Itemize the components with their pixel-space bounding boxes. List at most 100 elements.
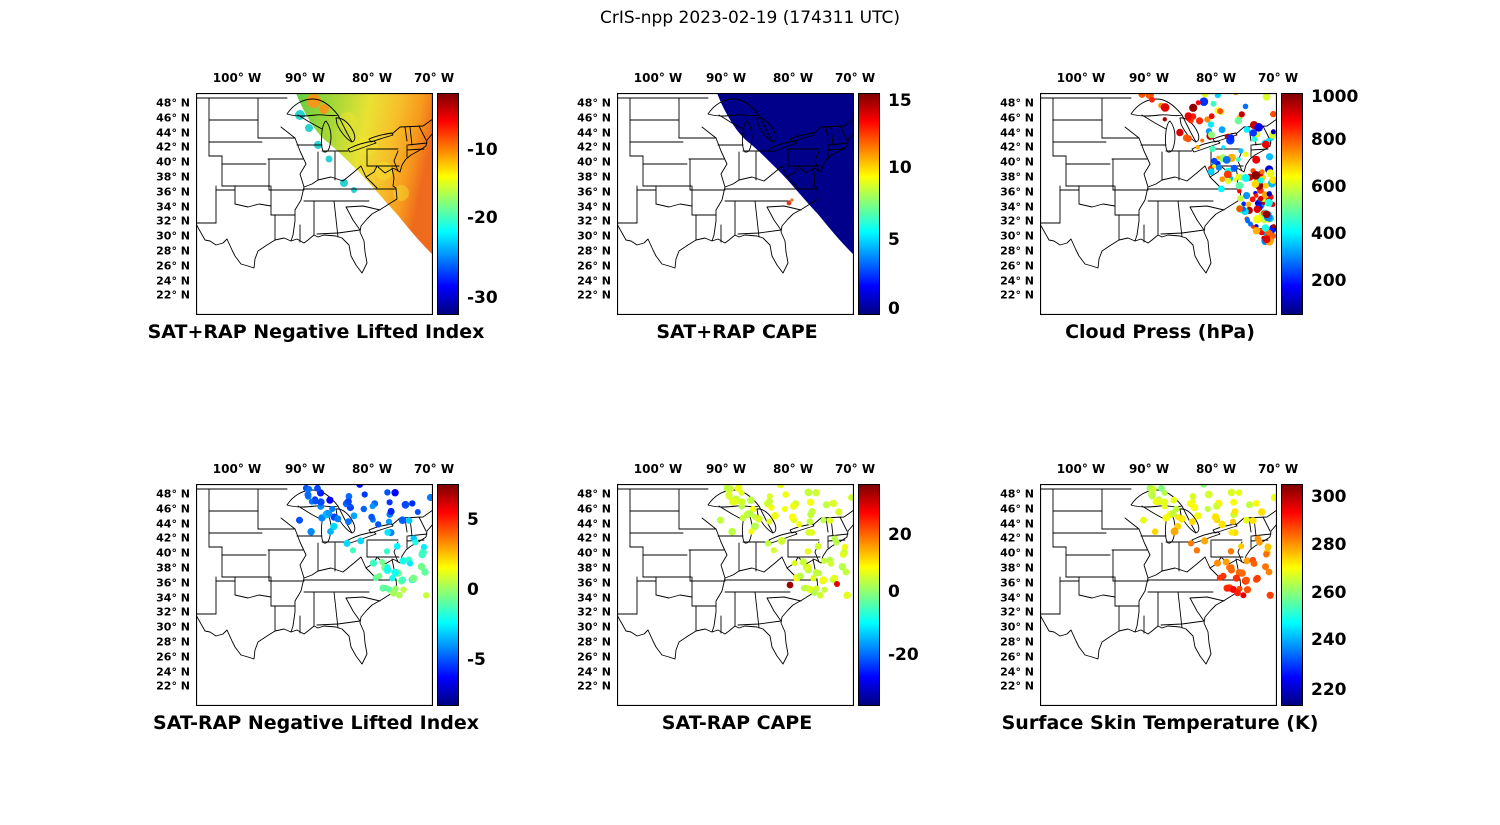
panel-title: SAT-RAP Negative Lifted Index — [153, 712, 479, 734]
lat-tick-label: 44° N — [156, 517, 190, 531]
lat-tick-label: 44° N — [1000, 517, 1034, 531]
lon-tick-label: 80° W — [351, 462, 393, 476]
map — [196, 484, 433, 706]
longitude-axis: 100° W 90° W 80° W 70° W — [196, 71, 454, 87]
colorbar-tick-label: -20 — [467, 207, 498, 228]
lat-tick-label: 46° N — [156, 502, 190, 516]
lat-tick-label: 46° N — [156, 111, 190, 125]
lat-tick-label: 30° N — [1000, 620, 1034, 634]
map — [1040, 93, 1277, 315]
map-box — [196, 484, 433, 706]
colorbar-tick-label: 260 — [1311, 582, 1347, 603]
lat-tick-label: 40° N — [1000, 546, 1034, 560]
panel-surface-skin-temp: 100° W 90° W 80° W 70° W 48° N 46° N 44° N 42°… — [1000, 462, 1346, 734]
lat-tick-label: 28° N — [1000, 244, 1034, 258]
longitude-axis: 100° W 90° W 80° W 70° W — [617, 462, 875, 478]
lat-tick-label: 24° N — [577, 274, 611, 288]
map-box — [617, 93, 854, 315]
lat-tick-label: 38° N — [577, 561, 611, 575]
lat-tick-label: 34° N — [577, 200, 611, 214]
lat-tick-label: 26° N — [156, 259, 190, 273]
lat-tick-label: 42° N — [156, 140, 190, 154]
colorbar-gradient — [437, 484, 459, 706]
colorbar-tick-label: 200 — [1311, 270, 1347, 291]
lon-tick-label: 100° W — [212, 71, 262, 85]
colorbar-ticks: 300 280 260 240 220 — [1281, 484, 1351, 706]
lat-tick-label: 34° N — [1000, 591, 1034, 605]
longitude-axis: 100° W 90° W 80° W 70° W — [1040, 462, 1298, 478]
lon-tick-label: 90° W — [705, 462, 747, 476]
lat-tick-label: 46° N — [1000, 502, 1034, 516]
lat-tick-label: 22° N — [577, 288, 611, 302]
figure-title: CrIS-npp 2023-02-19 (174311 UTC) — [599, 8, 901, 28]
colorbar: 300 280 260 240 220 — [1281, 484, 1347, 706]
colorbar-gradient — [858, 93, 880, 315]
colorbar-tick-label: 240 — [1311, 630, 1347, 651]
lat-tick-label: 38° N — [156, 170, 190, 184]
latitude-axis: 48° N 46° N 44° N 42° N 40° N 38° N 36° N 34° N… — [559, 484, 611, 706]
lat-tick-label: 22° N — [1000, 288, 1034, 302]
lat-tick-label: 40° N — [577, 546, 611, 560]
lat-tick-label: 26° N — [1000, 650, 1034, 664]
colorbar-tick-label: 300 — [1311, 487, 1347, 508]
lat-tick-label: 42° N — [1000, 140, 1034, 154]
lat-tick-label: 48° N — [1000, 96, 1034, 110]
panel-title: SAT-RAP CAPE — [661, 712, 813, 734]
latitude-axis: 48° N 46° N 44° N 42° N 40° N 38° N 36° N 34° N… — [982, 484, 1034, 706]
lon-tick-label: 100° W — [1056, 462, 1106, 476]
lat-tick-label: 48° N — [577, 487, 611, 501]
lat-tick-label: 48° N — [577, 96, 611, 110]
lat-tick-label: 24° N — [577, 665, 611, 679]
lat-tick-label: 26° N — [1000, 259, 1034, 273]
colorbar-gradient — [437, 93, 459, 315]
longitude-axis: 100° W 90° W 80° W 70° W — [1040, 71, 1298, 87]
lat-tick-label: 38° N — [577, 170, 611, 184]
lat-tick-label: 38° N — [156, 561, 190, 575]
colorbar-tick-label: 0 — [888, 581, 900, 602]
panel-sat-minus-rap-nli: 100° W 90° W 80° W 70° W 48° N 46° N 44° N 42°… — [153, 462, 486, 734]
lat-tick-label: 48° N — [156, 96, 190, 110]
panel-title: Surface Skin Temperature (K) — [1001, 712, 1319, 734]
lat-tick-label: 32° N — [577, 605, 611, 619]
longitude-axis: 100° W 90° W 80° W 70° W — [196, 462, 454, 478]
lat-tick-label: 46° N — [577, 502, 611, 516]
map — [196, 93, 433, 315]
colorbar-ticks: 5 0 -5 — [437, 484, 507, 706]
lat-tick-label: 34° N — [156, 200, 190, 214]
lat-tick-label: 34° N — [577, 591, 611, 605]
lat-tick-label: 42° N — [577, 531, 611, 545]
lat-tick-label: 26° N — [577, 650, 611, 664]
map — [1040, 484, 1277, 706]
lat-tick-label: 24° N — [1000, 274, 1034, 288]
lon-tick-label: 80° W — [772, 462, 814, 476]
lat-tick-label: 46° N — [577, 111, 611, 125]
lat-tick-label: 28° N — [156, 244, 190, 258]
lon-tick-label: 90° W — [705, 71, 747, 85]
colorbar-ticks: -10 -20 -30 — [437, 93, 507, 315]
map-box — [1040, 484, 1277, 706]
lat-tick-label: 26° N — [156, 650, 190, 664]
lat-tick-label: 38° N — [1000, 561, 1034, 575]
lat-tick-label: 32° N — [156, 605, 190, 619]
colorbar-tick-label: -10 — [467, 140, 498, 161]
lon-tick-label: 70° W — [834, 71, 876, 85]
map — [617, 93, 854, 315]
map — [617, 484, 854, 706]
panel-title: SAT+RAP CAPE — [656, 321, 818, 343]
lat-tick-label: 44° N — [156, 126, 190, 140]
lon-tick-label: 80° W — [772, 71, 814, 85]
lon-tick-label: 70° W — [834, 462, 876, 476]
lat-tick-label: 24° N — [1000, 665, 1034, 679]
lat-tick-label: 24° N — [156, 665, 190, 679]
lat-tick-label: 40° N — [577, 155, 611, 169]
panel-title: SAT+RAP Negative Lifted Index — [147, 321, 485, 343]
lat-tick-label: 42° N — [577, 140, 611, 154]
lat-tick-label: 36° N — [577, 576, 611, 590]
lat-tick-label: 28° N — [577, 635, 611, 649]
lat-tick-label: 42° N — [1000, 531, 1034, 545]
colorbar-ticks: 20 0 -20 — [858, 484, 928, 706]
colorbar-tick-label: 220 — [1311, 680, 1347, 701]
latitude-axis: 48° N 46° N 44° N 42° N 40° N 38° N 36° N 34° N… — [138, 484, 190, 706]
lat-tick-label: 44° N — [577, 517, 611, 531]
